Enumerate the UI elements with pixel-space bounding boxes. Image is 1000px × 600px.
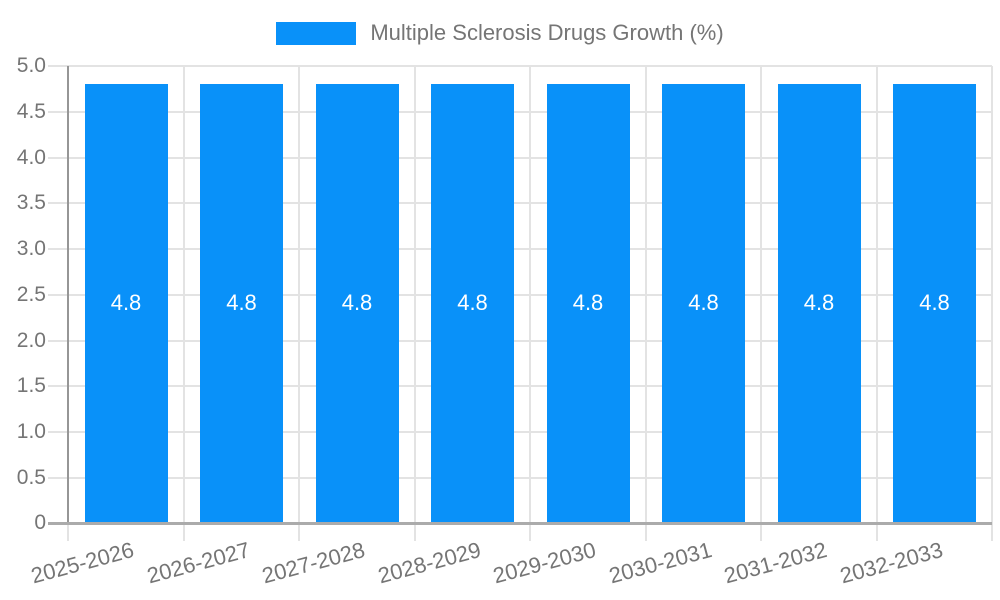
bar-value-label: 4.8 <box>226 290 257 315</box>
y-tick-label: 3.5 <box>16 191 46 214</box>
bar-value-label: 4.8 <box>457 290 488 315</box>
gridline-horizontal <box>48 431 992 433</box>
bar-value-label: 4.8 <box>572 290 604 315</box>
gridline-horizontal <box>48 385 992 387</box>
bar: 4.8 <box>893 84 976 522</box>
y-tick-label: 0 <box>34 511 46 534</box>
gridline-vertical <box>529 66 531 541</box>
gridline-horizontal <box>48 65 992 67</box>
bar-value-label: 4.8 <box>803 290 835 315</box>
y-tick-label: 1.5 <box>16 374 46 397</box>
gridline-vertical <box>990 66 993 541</box>
bar-value-label: 4.8 <box>341 290 373 315</box>
gridline-horizontal <box>48 248 992 250</box>
bar: 4.8 <box>546 84 630 522</box>
y-tick-label: 4.0 <box>16 145 46 169</box>
gridline-horizontal <box>48 476 992 479</box>
gridline-vertical <box>182 66 185 541</box>
bar-value-label: 4.8 <box>919 290 950 315</box>
y-tick-label: 3.0 <box>16 237 46 260</box>
gridline-vertical <box>413 66 416 541</box>
gridline-horizontal <box>48 156 992 159</box>
bar-value-label: 4.8 <box>110 290 142 315</box>
y-axis-line <box>67 66 69 523</box>
gridline-vertical <box>644 66 647 541</box>
bar: 4.8 <box>200 84 283 522</box>
gridline-vertical <box>298 66 300 541</box>
y-tick-label: 2.0 <box>16 328 46 352</box>
legend-swatch-icon <box>276 21 357 45</box>
gridline-horizontal <box>48 293 992 296</box>
x-axis-line <box>48 522 992 525</box>
y-tick-label: 2.5 <box>16 282 46 306</box>
y-tick-label: 5.0 <box>16 54 46 77</box>
legend-label: Multiple Sclerosis Drugs Growth (%) <box>370 20 724 45</box>
bar: 4.8 <box>777 84 861 522</box>
bar: 4.8 <box>431 84 514 522</box>
legend-item[interactable]: Multiple Sclerosis Drugs Growth (%) <box>0 20 1000 46</box>
y-tick-label: 4.5 <box>16 99 46 123</box>
gridline-horizontal <box>48 339 992 342</box>
gridline-horizontal <box>48 111 992 113</box>
y-tick-label: 1.0 <box>16 420 46 443</box>
gridline-vertical <box>875 66 878 541</box>
bar: 4.8 <box>84 84 168 522</box>
gridline-vertical <box>760 66 762 541</box>
y-tick-label: 0.5 <box>16 465 46 489</box>
gridline-horizontal <box>48 202 992 204</box>
bar: 4.8 <box>315 84 399 522</box>
bar-value-label: 4.8 <box>688 290 719 315</box>
bar: 4.8 <box>662 84 745 522</box>
